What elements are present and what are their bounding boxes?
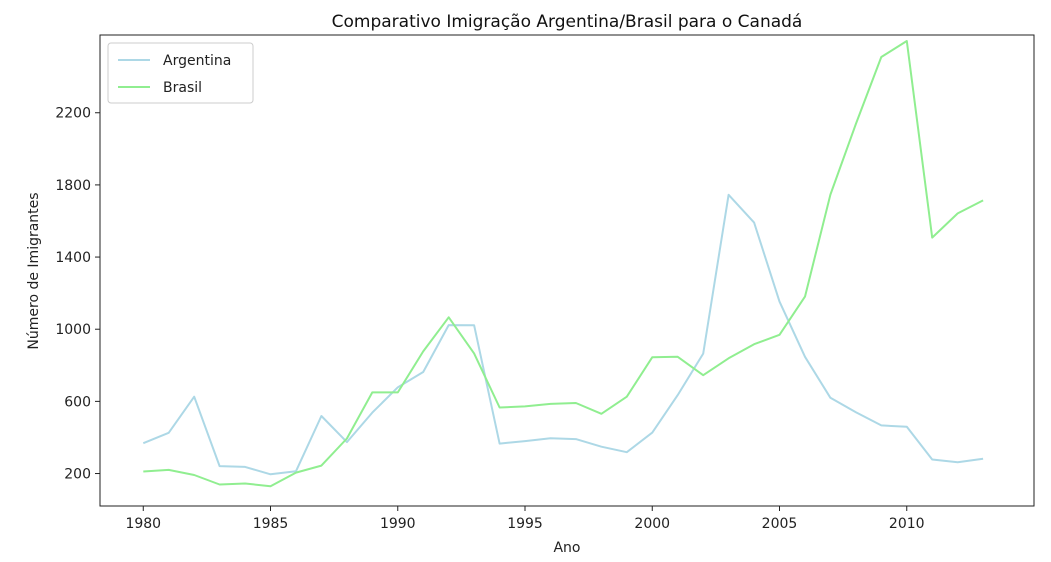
x-axis-title: Ano (553, 540, 580, 556)
x-tick-label: 2000 (634, 516, 670, 532)
series-line-argentina (142, 193, 984, 476)
x-tick-label: 2005 (762, 516, 798, 532)
legend-label-argentina: Argentina (163, 53, 231, 69)
chart-title: Comparativo Imigração Argentina/Brasil p… (332, 12, 803, 32)
x-tick-label: 2010 (889, 516, 925, 532)
plot-frame (99, 34, 1035, 507)
y-tick-label: 1800 (55, 178, 91, 194)
y-tick-label: 2200 (55, 106, 91, 122)
y-tick-label: 1000 (55, 322, 91, 338)
x-tick-label: 1985 (253, 516, 289, 532)
x-tick-label: 1980 (125, 516, 161, 532)
y-axis-title: Número de Imigrantes (26, 192, 42, 349)
legend: Argentina Brasil (107, 42, 254, 104)
ticks-layer: 1980 1985 1990 1995 2000 2005 2010 200 600 1000 14… (55, 106, 924, 532)
series-layer (142, 40, 984, 488)
y-tick-label: 600 (64, 394, 91, 410)
legend-label-brasil: Brasil (163, 80, 202, 96)
x-tick-label: 1995 (507, 516, 543, 532)
series-line-brasil (143, 40, 984, 488)
y-tick-label: 200 (64, 467, 91, 483)
y-tick-label: 1400 (55, 250, 91, 266)
x-tick-label: 1990 (380, 516, 416, 532)
